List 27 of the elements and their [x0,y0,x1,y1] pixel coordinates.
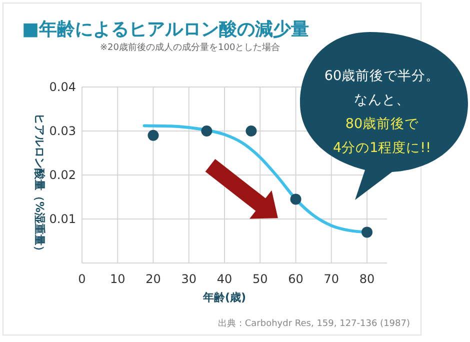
chart-subtitle: ※20歳前後の成人の成分量を100とした場合 [100,42,280,53]
annotation: 4分の1程度に!! [332,140,432,156]
source-note: 出典：Carbohydr Res, 159, 127-136 (1987) [218,318,410,329]
x-tick-label: 80 [359,272,375,286]
annotation: なんと、 [354,92,410,108]
point [246,126,257,136]
y-tick-label: 0.02 [49,168,76,182]
x-tick-label: 70 [324,272,340,286]
point [290,194,302,205]
y-tick-label: 0.03 [49,124,76,138]
point [362,226,372,238]
x-tick-label: 10 [110,272,126,286]
annotation: 80歳前後で [345,116,420,132]
y-tick-label: 0.04 [49,80,76,94]
x-tick-label: 40 [216,272,232,286]
y-tick-label: 0.01 [49,212,76,226]
x-tick-label: 30 [181,272,197,286]
x-tick-label: 20 [146,272,161,286]
x-tick-label: 50 [252,272,268,286]
x-tick-label: 60 [288,272,304,286]
chart-title: ■年齢によるヒアルロン酸の減少量 [22,19,310,40]
point [201,126,212,136]
x-tick-label: 0 [78,272,86,286]
x-axis-title: 年齢(歳) [202,291,246,304]
text: 60歳前後で半分。 [324,68,440,84]
y-axis-title: ヒアルロン酸量（%湿重量） [33,113,46,257]
point [148,130,159,141]
